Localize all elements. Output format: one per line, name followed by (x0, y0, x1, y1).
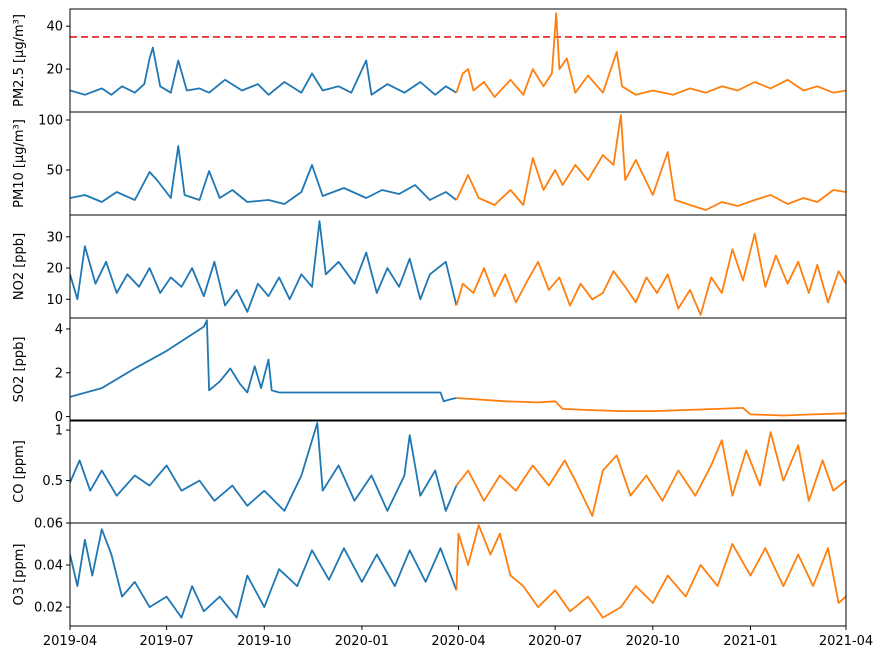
series-line-before (70, 220, 458, 313)
y-axis-label: PM2.5 [µg/m³] (12, 14, 27, 107)
series-line-before (70, 528, 458, 619)
series-line-before (70, 145, 457, 205)
y-tick-label: 10 (46, 293, 63, 308)
panel-frame (69, 522, 847, 627)
x-tick-label: 2021-04 (819, 634, 873, 649)
y-tick-label: 40 (46, 20, 63, 35)
y-tick-label: 20 (46, 262, 63, 277)
y-axis-label: O3 [ppm] (12, 544, 27, 606)
panel-2: 10 20 30 NO2 [ppb] (12, 214, 847, 319)
x-tick-label: 2020-07 (528, 634, 582, 649)
series-line-after (455, 524, 846, 619)
series-line-before (70, 46, 457, 96)
y-tick-label: 0.02 (34, 601, 63, 616)
series-line-after (455, 232, 846, 316)
y-axis-label: PM10 [µg/m³] (12, 119, 27, 208)
panel-frame (69, 317, 847, 422)
panel-1: 50 100 PM10 [µg/m³] (12, 111, 847, 216)
y-axis-label: SO2 [ppb] (12, 337, 27, 403)
y-tick-label: 4 (55, 322, 63, 337)
y-tick-label: 50 (46, 164, 63, 179)
series-line-after (455, 12, 846, 98)
panel-frame (69, 419, 847, 524)
panel-frame (69, 8, 847, 113)
x-tick-label: 2019-07 (139, 634, 193, 649)
x-tick-label: 2020-01 (335, 634, 389, 649)
y-tick-label: 100 (38, 114, 63, 129)
panel-0: 20 40 PM2.5 [µg/m³] (12, 8, 847, 113)
series-line-after (456, 397, 846, 417)
panel-4: 0.5 1 CO [ppm] (12, 419, 847, 524)
x-tick-label: 2021-01 (723, 634, 777, 649)
series-line-after (455, 431, 846, 517)
x-tick-label: 2020-04 (431, 634, 485, 649)
x-tick-label: 2019-04 (43, 634, 97, 649)
panel-5: 0.02 0.04 0.06 O3 [ppm] (12, 517, 847, 627)
y-tick-label: 0.5 (42, 474, 63, 489)
series-line-before (70, 422, 458, 512)
y-tick-label: 0.06 (34, 517, 63, 532)
series-line-after (455, 114, 846, 211)
y-tick-label: 1 (55, 424, 63, 439)
panel-frame (69, 111, 847, 216)
panel-3: 0 2 4 SO2 [ppb] (12, 317, 847, 425)
x-tick-label: 2019-10 (237, 634, 291, 649)
y-tick-label: 2 (55, 366, 63, 381)
y-axis-label: NO2 [ppb] (12, 233, 27, 300)
y-tick-label: 0.04 (34, 559, 63, 574)
y-tick-label: 30 (46, 230, 63, 245)
x-tick-label: 2020-10 (626, 634, 680, 649)
y-axis-label: CO [ppm] (12, 440, 27, 503)
x-axis: 2019-04 2019-07 2019-10 2020-01 2020-04 2020-… (43, 626, 873, 649)
y-tick-label: 0 (55, 410, 63, 425)
series-line-before (70, 319, 457, 403)
y-tick-label: 20 (46, 63, 63, 78)
